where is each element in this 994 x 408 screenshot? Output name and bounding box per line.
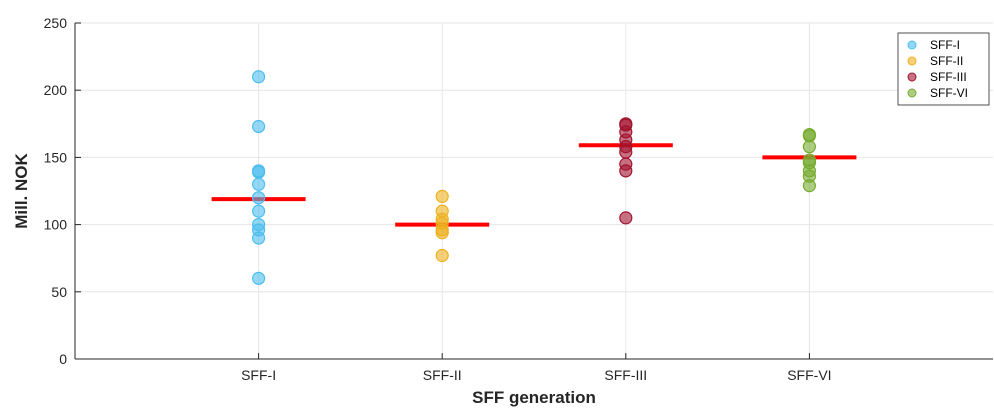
y-tick-label: 100 [44,217,68,233]
x-tick-label: SFF-III [604,367,647,383]
legend-marker [907,56,917,66]
y-tick-label: 150 [44,149,68,165]
data-point [252,271,266,285]
y-tick-label: 50 [51,284,67,300]
data-point [435,189,449,203]
data-point [435,248,449,263]
x-axis-title: SFF generation [472,388,596,407]
data-point [252,70,266,84]
data-point [252,204,266,218]
legend-label: SFF-VI [930,86,968,100]
legend-label: SFF-II [930,54,963,68]
data-point [802,179,817,193]
data-point [252,191,266,205]
x-tick-label: SFF-I [241,367,276,383]
legend-marker [907,40,917,50]
legend: SFF-I SFF-II SFF-III SFF-VI [897,32,990,106]
x-tick-label: SFF-II [423,367,462,383]
data-point [252,177,266,191]
grid [75,22,993,360]
data-point [802,140,817,154]
data-point [252,165,266,179]
legend-marker [907,88,917,98]
x-tick-label: SFF-VI [787,367,831,383]
y-tick-label: 250 [44,15,68,31]
data-point [619,145,633,159]
axes: 0 50 100 150 200 250 SFF-I SFF-II SFF-III SFF-VI [44,15,993,383]
data-point [435,226,449,240]
data-point [619,164,633,178]
data-point [252,231,266,245]
legend-label: SFF-I [930,38,960,52]
data-point [619,211,633,225]
y-tick-label: 200 [44,82,68,98]
y-tick-label: 0 [59,351,67,367]
data-points [252,70,817,285]
y-axis-title: Mill. NOK [12,153,31,229]
legend-marker [907,72,917,82]
data-point [252,119,266,134]
legend-label: SFF-III [930,70,967,84]
